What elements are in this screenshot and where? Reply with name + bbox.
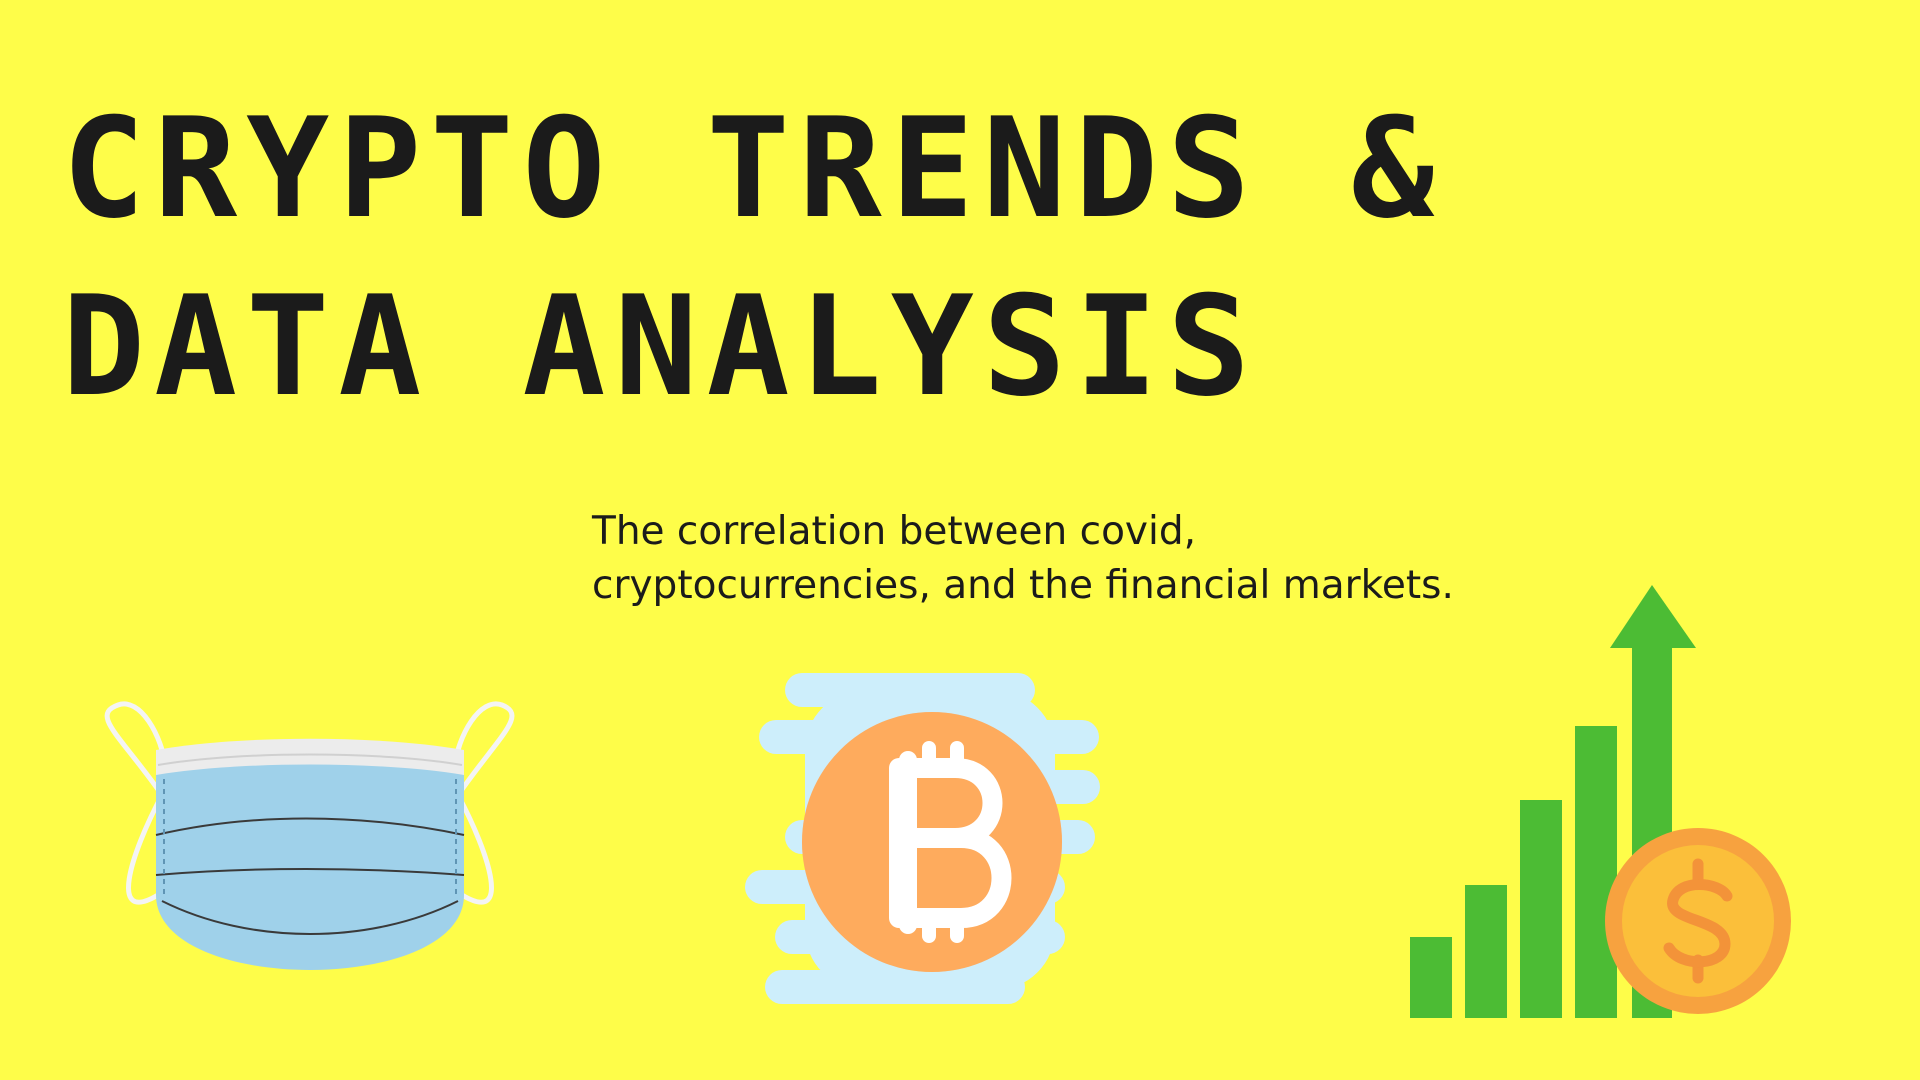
title-line-1: CRYPTO TRENDS &: [62, 88, 1444, 249]
growth-arrow-head: [1610, 585, 1696, 648]
growth-bar-3: [1520, 800, 1562, 1018]
subtitle-line-1: The correlation between covid,: [592, 509, 1197, 554]
slide-subtitle: The correlation between covid, cryptocur…: [592, 505, 1454, 613]
growth-bar-4: [1575, 726, 1617, 1018]
slide-title: CRYPTO TRENDS & DATA ANALYSIS: [62, 80, 1443, 436]
growth-bar-2: [1465, 885, 1507, 1018]
face-mask-icon: [104, 701, 515, 970]
subtitle-line-2: cryptocurrencies, and the financial mark…: [592, 563, 1454, 608]
growth-bar-1: [1410, 937, 1452, 1018]
dollar-coin-icon: [1605, 828, 1791, 1014]
title-line-2: DATA ANALYSIS: [62, 266, 1260, 427]
bitcoin-icon: [745, 673, 1100, 1004]
